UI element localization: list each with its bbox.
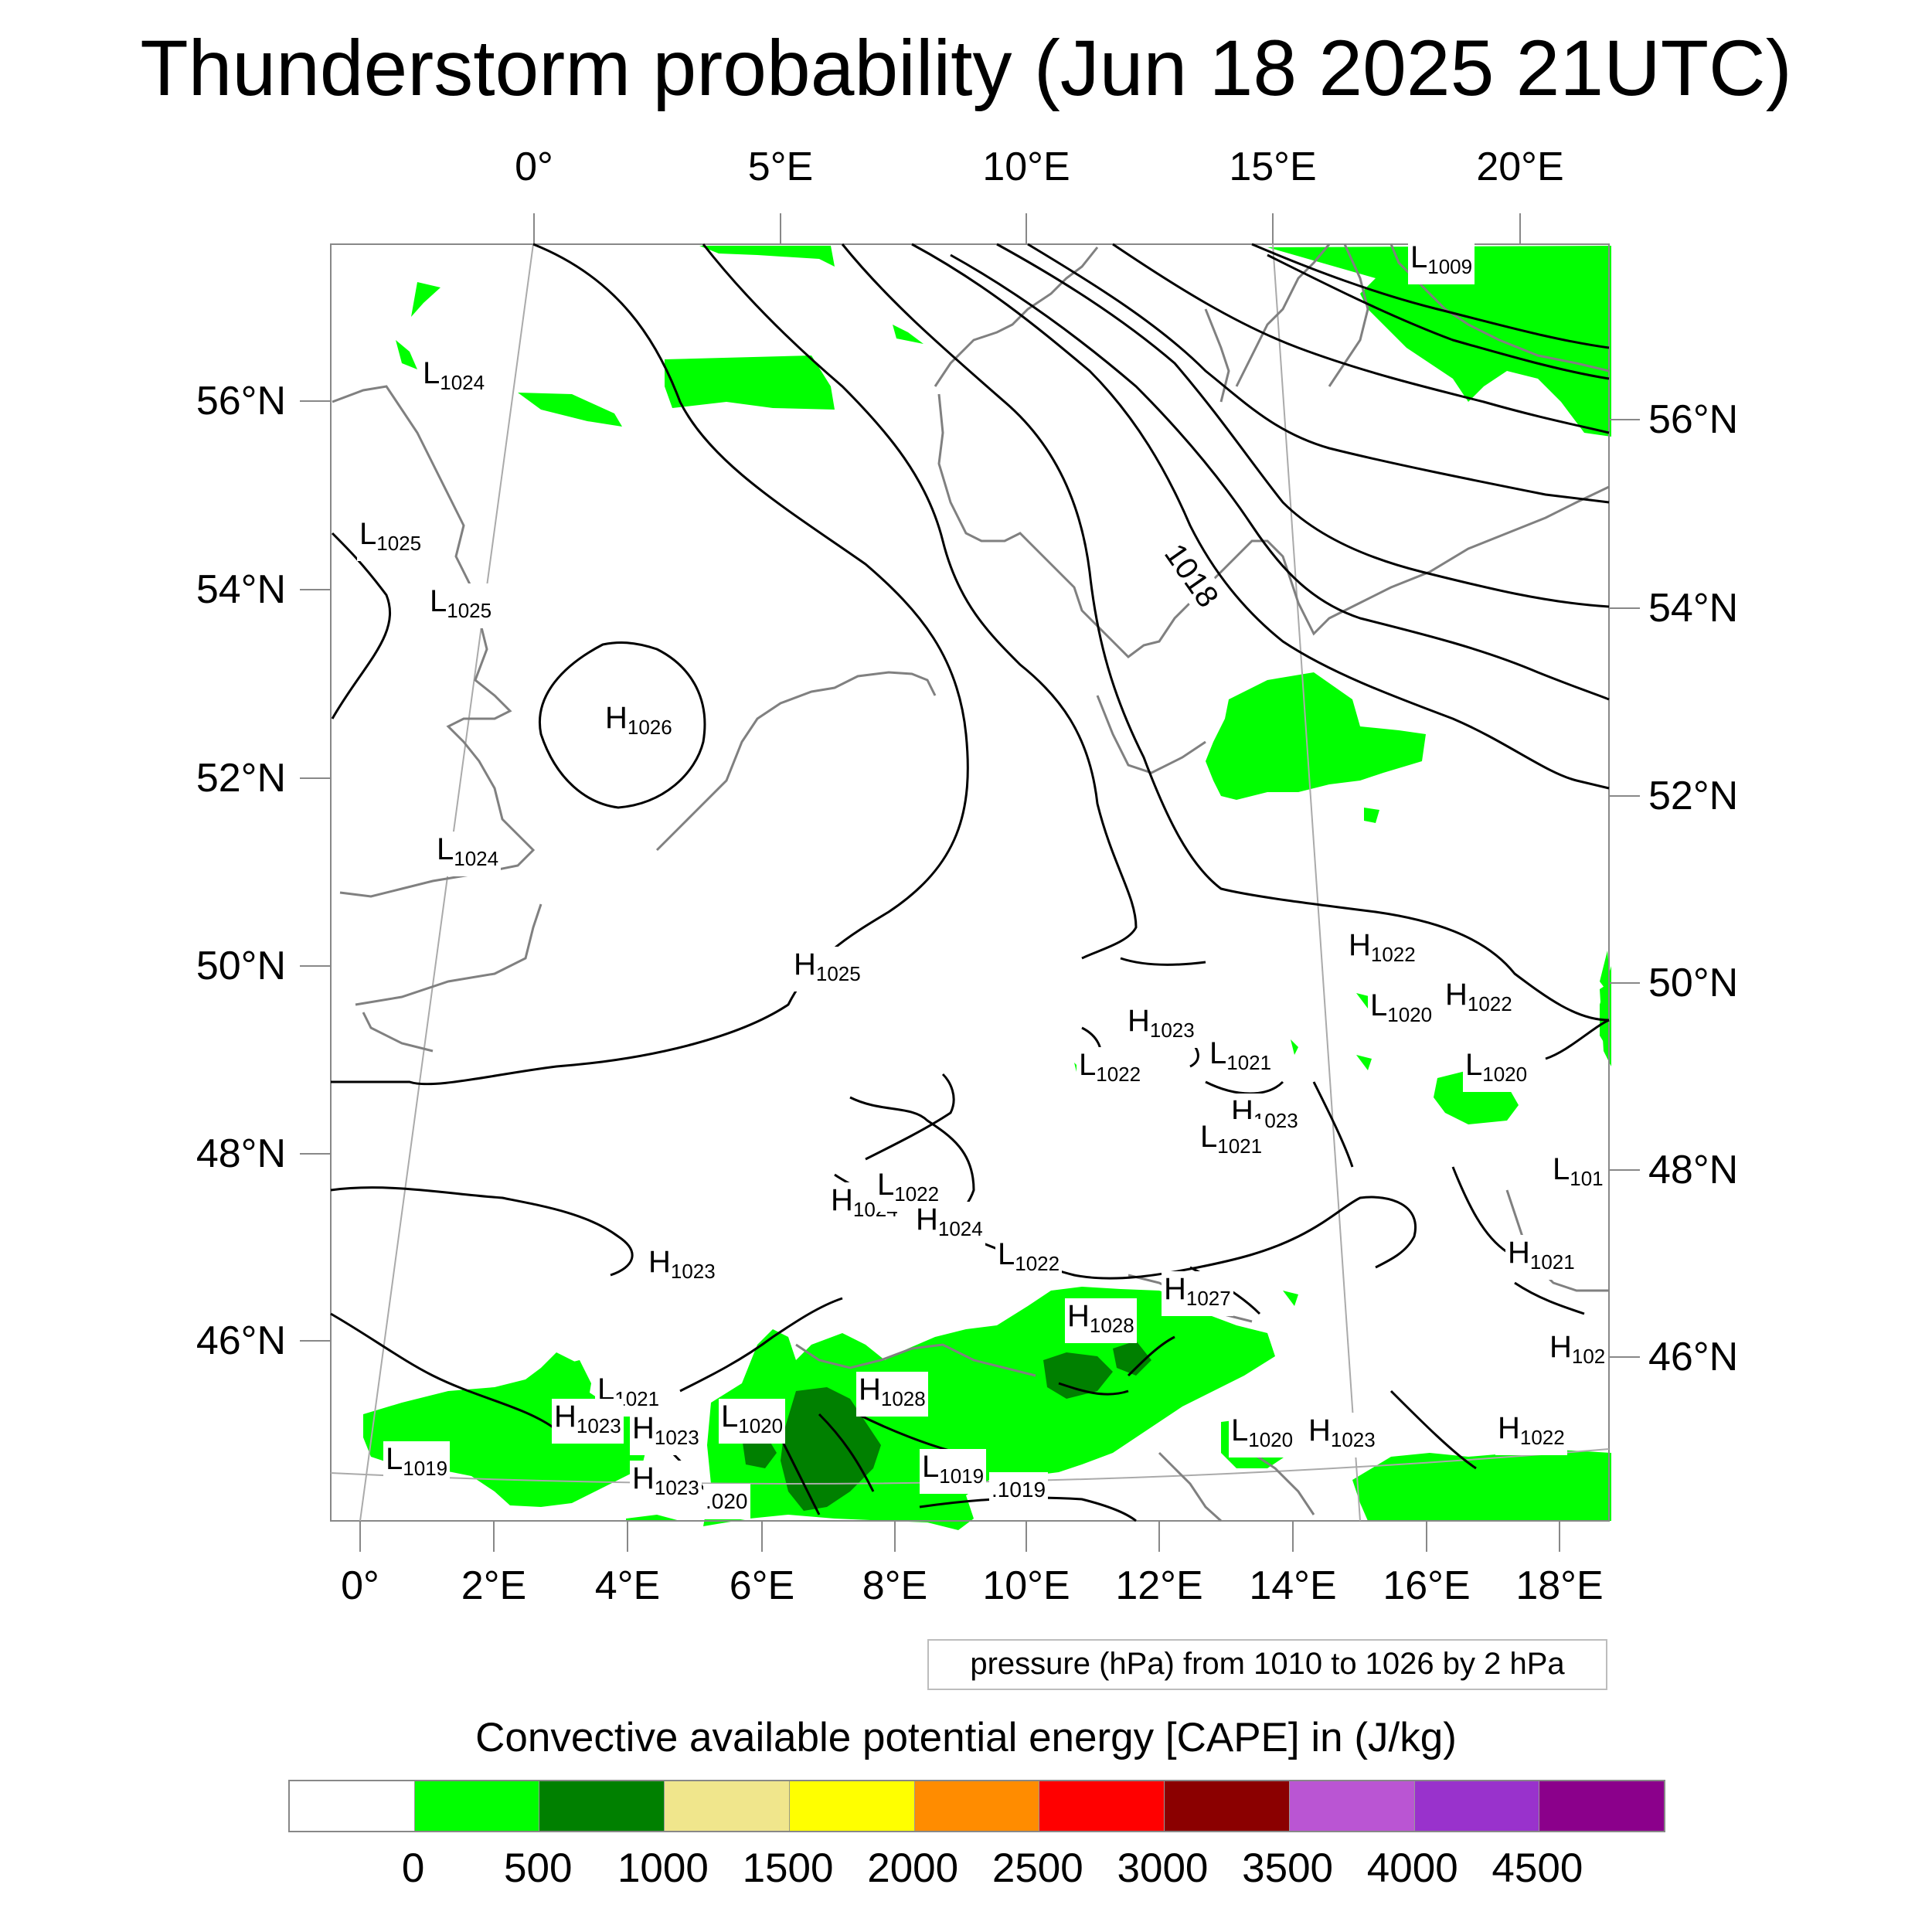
- pressure-center-label: .020: [703, 1484, 750, 1519]
- colorbar-swatch: [664, 1781, 789, 1831]
- colorbar-tick-label: 500: [504, 1845, 573, 1891]
- colorbar-swatch: [788, 1781, 914, 1831]
- pressure-center-label: L1021: [1198, 1119, 1265, 1164]
- pressure-center-label: H1028: [856, 1372, 928, 1417]
- bottom-lon-label: 6°E: [729, 1563, 795, 1608]
- colorbar-swatch: [1164, 1781, 1289, 1831]
- colorbar-swatch: [1288, 1781, 1414, 1831]
- colorbar-tick-label: 3000: [1117, 1845, 1209, 1891]
- right-lat-label: 50°N: [1648, 961, 1739, 1005]
- bottom-lon-label: 14°E: [1249, 1563, 1337, 1608]
- page-title: Thunderstorm probability (Jun 18 2025 21…: [140, 24, 1792, 112]
- right-lat-label: 54°N: [1648, 586, 1739, 631]
- pressure-center-label: L1019: [383, 1441, 451, 1486]
- colorbar-tick-label: 4000: [1366, 1845, 1458, 1891]
- bottom-lon-label: 16°E: [1383, 1563, 1471, 1608]
- pressure-center-label: L1022: [995, 1236, 1063, 1281]
- pressure-center-label: H1024: [913, 1202, 985, 1247]
- colorbar-tick-label: 1000: [617, 1845, 709, 1891]
- colorbar: [288, 1780, 1665, 1832]
- pressure-center-label: L1022: [1077, 1047, 1144, 1092]
- pressure-center-label: H1023: [552, 1399, 624, 1444]
- map-frame: [330, 243, 1610, 1522]
- pressure-center-label: H1023: [630, 1461, 702, 1505]
- pressure-center-label: H1022: [1495, 1410, 1567, 1455]
- pressure-center-label: H1022: [1346, 927, 1418, 972]
- left-lat-label: 46°N: [196, 1318, 286, 1363]
- pressure-center-label: H1023: [630, 1410, 702, 1455]
- pressure-center-label: L1020: [1463, 1047, 1530, 1092]
- pressure-center-label: L1020: [719, 1399, 786, 1444]
- colorbar-swatch: [1039, 1781, 1165, 1831]
- pressure-center-label: H1027: [1162, 1271, 1233, 1316]
- pressure-center-label: H1023: [1125, 1003, 1197, 1048]
- left-lat-label: 50°N: [196, 944, 286, 988]
- pressure-center-label: H1028: [1065, 1298, 1137, 1343]
- right-lat-label: 56°N: [1648, 397, 1739, 442]
- bottom-lon-label: 10°E: [982, 1563, 1070, 1608]
- pressure-center-label: H1021: [1505, 1235, 1577, 1280]
- left-lat-label: 48°N: [196, 1131, 286, 1176]
- pressure-center-label: H1025: [791, 947, 863, 992]
- colorbar-swatch: [539, 1781, 665, 1831]
- pressure-center-label: H1023: [1306, 1413, 1378, 1458]
- pressure-center-label: H102: [1547, 1329, 1608, 1374]
- pressure-center-label: L101: [1550, 1151, 1606, 1196]
- pressure-center-label: L1009: [1408, 240, 1475, 284]
- colorbar-tick-label: 2500: [992, 1845, 1083, 1891]
- pressure-center-label: L1025: [427, 583, 495, 628]
- coastlines: [332, 243, 1610, 1522]
- bottom-lon-label: 18°E: [1515, 1563, 1604, 1608]
- pressure-center-label: H1026: [603, 700, 675, 745]
- pressure-center-label: L1020: [1368, 988, 1435, 1032]
- right-lat-label: 48°N: [1648, 1148, 1739, 1192]
- right-lat-label: 52°N: [1648, 774, 1739, 818]
- bottom-lon-label: 2°E: [461, 1563, 527, 1608]
- pressure-center-label: L1024: [434, 832, 502, 876]
- top-lon-label: 10°E: [982, 145, 1070, 189]
- cape-fill-0-500: [363, 246, 1611, 1530]
- right-lat-label: 46°N: [1648, 1335, 1739, 1379]
- tick-marks: [300, 213, 1640, 1552]
- pressure-center-label: H1022: [1443, 977, 1515, 1022]
- colorbar-tick-label: 1500: [742, 1845, 834, 1891]
- pressure-center-label: L1025: [357, 516, 424, 561]
- top-lon-label: 15°E: [1229, 145, 1317, 189]
- pressure-center-label: L1020: [1229, 1413, 1296, 1458]
- colorbar-swatch: [913, 1781, 1039, 1831]
- pressure-center-label: H1023: [646, 1244, 718, 1289]
- colorbar-title: Convective available potential energy [C…: [475, 1715, 1457, 1760]
- colorbar-swatch: [290, 1781, 414, 1831]
- colorbar-swatch: [413, 1781, 539, 1831]
- top-lon-label: 5°E: [747, 145, 814, 189]
- bottom-lon-label: 12°E: [1115, 1563, 1203, 1608]
- left-lat-label: 56°N: [196, 379, 286, 423]
- colorbar-tick-label: 4500: [1492, 1845, 1583, 1891]
- left-lat-label: 52°N: [196, 756, 286, 801]
- pressure-legend-note: pressure (hPa) from 1010 to 1026 by 2 hP…: [927, 1639, 1607, 1690]
- colorbar-swatch: [1413, 1781, 1539, 1831]
- colorbar-swatch: [1539, 1781, 1665, 1831]
- bottom-lon-label: 4°E: [594, 1563, 661, 1608]
- bottom-lon-label: 8°E: [862, 1563, 928, 1608]
- pressure-center-label: L1024: [420, 355, 488, 400]
- colorbar-tick-label: 2000: [867, 1845, 959, 1891]
- top-lon-label: 20°E: [1476, 145, 1564, 189]
- colorbar-tick-label: 3500: [1242, 1845, 1334, 1891]
- top-lon-label: 0°: [515, 145, 553, 189]
- pressure-center-label: L1021: [1207, 1036, 1274, 1080]
- pressure-center-label: L1019: [920, 1449, 987, 1494]
- bottom-lon-label: 0°: [341, 1563, 379, 1608]
- left-lat-label: 54°N: [196, 567, 286, 612]
- colorbar-tick-label: 0: [401, 1845, 425, 1891]
- pressure-center-label: .1019: [989, 1472, 1049, 1508]
